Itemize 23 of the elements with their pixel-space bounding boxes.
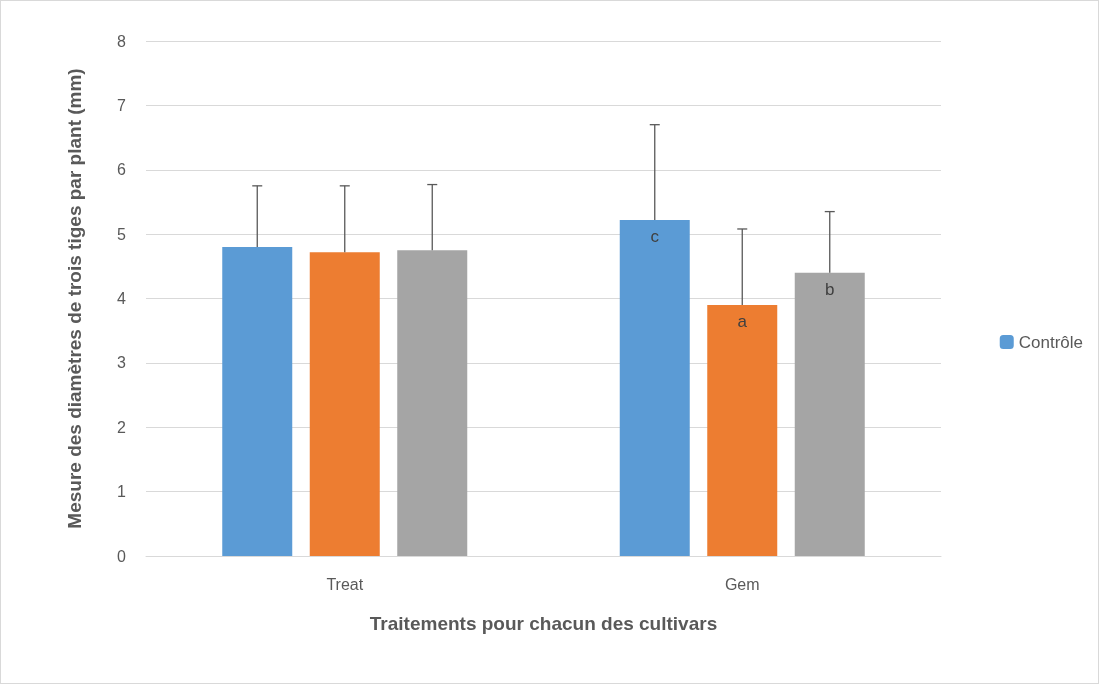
data-label: a (737, 311, 748, 331)
y-tick-label: 6 (117, 161, 127, 179)
x-tick-label: Gem (724, 575, 760, 593)
y-tick-label: 8 (117, 32, 127, 50)
bar (794, 272, 865, 556)
y-tick-label: 7 (117, 96, 127, 114)
y-tick-label: 2 (117, 418, 127, 436)
bar (397, 250, 468, 556)
bar (222, 247, 293, 556)
bar (707, 304, 778, 556)
y-tick-label: 5 (117, 225, 127, 243)
x-axis-title: Traitements pour chacun des cultivars (369, 613, 718, 634)
bar (309, 252, 380, 556)
y-tick-label: 4 (117, 290, 127, 307)
bar (619, 219, 690, 556)
y-axis-title: Mesure des diamètres de trois tiges par plant (mm) (63, 68, 85, 529)
legend-label: Contrôle (1018, 332, 1084, 352)
y-tick-label: 1 (117, 483, 127, 501)
y-tick-label: 0 (117, 547, 127, 565)
x-tick-label: Treat (326, 575, 364, 593)
data-label: b (825, 279, 835, 299)
y-tick-label: 3 (117, 354, 127, 372)
data-label: c (650, 226, 660, 246)
